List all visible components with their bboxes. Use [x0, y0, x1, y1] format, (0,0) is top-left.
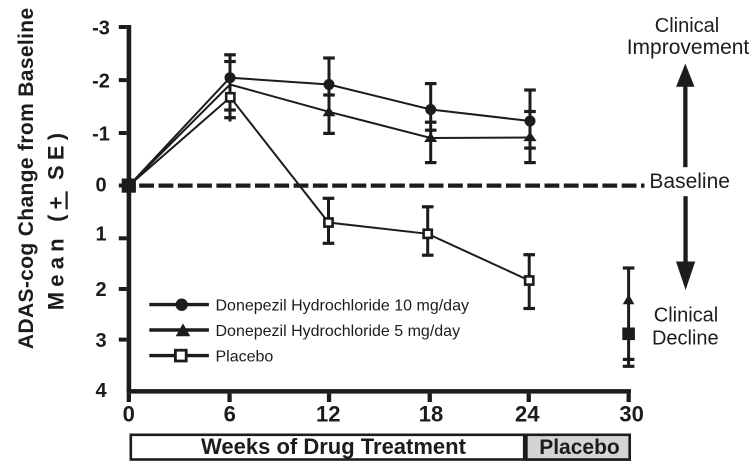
svg-text:Mean (+ SE): Mean (+ SE): [44, 128, 69, 311]
svg-text:-2: -2: [92, 70, 110, 92]
svg-text:Improvement: Improvement: [627, 36, 750, 59]
svg-text:Placebo: Placebo: [216, 348, 274, 365]
svg-text:3: 3: [95, 330, 106, 352]
svg-text:0: 0: [95, 175, 106, 197]
svg-text:Baseline: Baseline: [649, 170, 730, 193]
svg-text:ADAS-cog Change from Baseline: ADAS-cog Change from Baseline: [15, 8, 38, 350]
svg-text:Clinical: Clinical: [654, 305, 718, 327]
svg-text:0: 0: [123, 402, 135, 427]
svg-text:24: 24: [515, 402, 540, 427]
svg-text:Placebo: Placebo: [539, 436, 620, 459]
svg-text:-3: -3: [92, 17, 110, 39]
svg-text:18: 18: [419, 402, 443, 427]
svg-text:-1: -1: [92, 123, 110, 145]
svg-text:Clinical: Clinical: [655, 15, 719, 37]
svg-text:4: 4: [95, 380, 107, 402]
svg-text:Weeks of Drug Treatment: Weeks of Drug Treatment: [201, 434, 467, 459]
svg-text:Donepezil Hydrochloride 5 mg/d: Donepezil Hydrochloride 5 mg/day: [216, 323, 461, 340]
svg-text:1: 1: [95, 224, 106, 246]
svg-text:6: 6: [224, 402, 236, 427]
svg-text:2: 2: [95, 279, 106, 301]
svg-text:30: 30: [619, 402, 643, 427]
svg-text:12: 12: [316, 402, 340, 427]
svg-text:Donepezil Hydrochloride 10 mg/: Donepezil Hydrochloride 10 mg/day: [216, 297, 469, 314]
svg-text:Decline: Decline: [652, 327, 719, 349]
